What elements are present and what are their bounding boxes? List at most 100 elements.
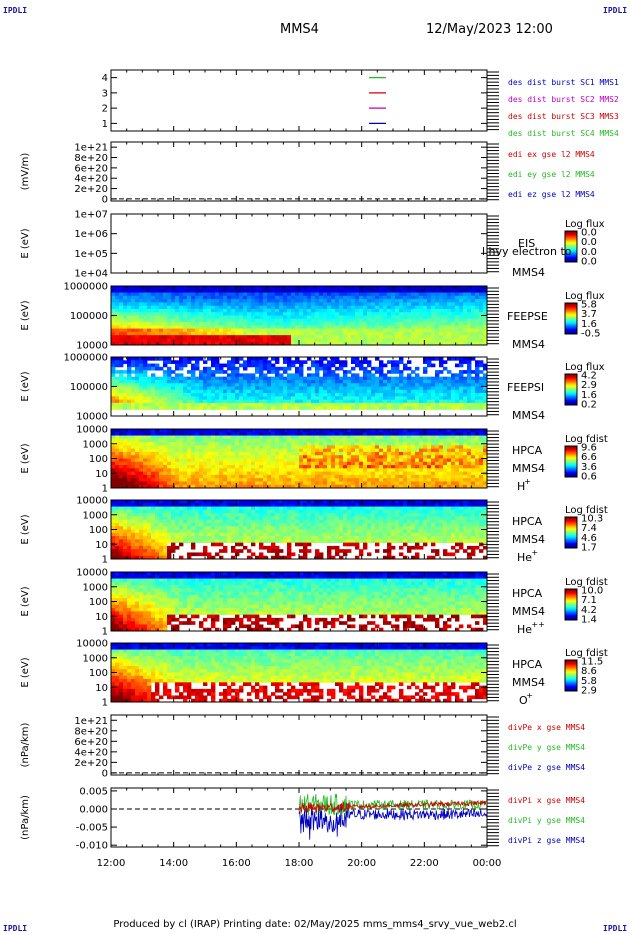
hpca_hepp-colorbar-cell <box>565 595 577 598</box>
hpca_h-ytick-label: 10000 <box>76 425 108 436</box>
feepsi-colorbar-cell <box>565 379 577 381</box>
eis-colorbar-cell <box>565 232 577 235</box>
hpca_h-colorbar-cell <box>565 447 577 450</box>
hpca_hepp-ytick-label: 10 <box>95 612 108 623</box>
hpca_hepp-colorbar-cell <box>565 610 577 613</box>
hpca_hepp-species-charge: ++ <box>531 620 544 629</box>
feepsi-colorbar-title: Log flux <box>565 362 605 373</box>
feepse-colorbar-cell <box>565 324 577 327</box>
hpca_h-colorbar-cell <box>565 473 577 475</box>
feepsi-colorbar-cell <box>565 377 577 380</box>
feepsi-colorbar-cell <box>565 394 577 397</box>
hpca_he-colorbar-cell <box>565 523 577 526</box>
x-axis-tick-label: 18:00 <box>285 858 314 869</box>
hpca_h-spacecraft-label: MMS4 <box>512 462 545 475</box>
feepse-colorbar-cell <box>565 321 577 323</box>
hpca_o-colorbar-cell <box>565 674 577 676</box>
hpca_he-ytick-label: 1 <box>102 555 108 566</box>
hpca_he-spacecraft-label: MMS4 <box>512 533 545 546</box>
eis-colorbar-cell <box>565 251 577 254</box>
burst-legend-entry: des dist burst SC1 MMS1 <box>508 78 619 87</box>
hpca_o-species-charge: + <box>526 691 533 700</box>
feepsi-colorbar-frame <box>564 373 578 406</box>
hpca_hepp-colorbar-cell <box>565 589 577 591</box>
hpca_o-colorbar-cell <box>565 687 577 689</box>
hpca_hepp-colorbar-cell <box>565 594 577 596</box>
hpca_hepp-heatmap-cells <box>111 572 488 632</box>
eis-colorbar-cell <box>565 254 577 257</box>
divpi-legend-entry: divPi x gse MMS4 <box>508 796 585 805</box>
feepse-colorbar-cell <box>565 317 577 319</box>
hpca_o-ytick-label: 10 <box>95 683 108 694</box>
hpca_he-colorbar-frame <box>564 516 578 549</box>
feepsi-heatmap-cells <box>111 357 488 410</box>
hpca_hepp-colorbar-title: Log fdist <box>565 577 608 588</box>
eis-colorbar-cell <box>565 243 577 246</box>
hpca_h-ytick-label: 100 <box>89 454 108 465</box>
hpca_hepp-colorbar-cell <box>565 601 577 604</box>
feepsi-colorbar-cell <box>565 399 577 402</box>
feepsi-colorbar-cell <box>565 376 577 379</box>
feepse-colorbar-cell <box>565 323 577 326</box>
hpca_o-colorbar-cell <box>565 684 577 687</box>
hpca_o-colorbar-cell <box>565 676 577 679</box>
hpca_h-colorbar-cell <box>565 474 577 477</box>
hpca_h-ytick-label: 10 <box>95 469 108 480</box>
feepsi-ytick-label: 100000 <box>70 382 108 393</box>
hpca_hepp-ytick-label: 10000 <box>76 568 108 579</box>
hpca_hepp-colorbar-cell <box>565 609 577 612</box>
feepse-colorbar-tick: 5.8 <box>581 300 597 311</box>
hpca_o-ytick-label: 1 <box>102 698 108 709</box>
feepse-colorbar-cell <box>565 331 577 334</box>
feepse-colorbar-cell <box>565 328 577 331</box>
hpca_h-ytick-label: 1000 <box>83 439 108 450</box>
eis-colorbar-tick: 0.0 <box>581 228 597 239</box>
hpca_he-ytick-label: 10 <box>95 540 108 551</box>
hpca_he-colorbar-cell <box>565 533 577 536</box>
hpca_o-colorbar-cell <box>565 680 577 683</box>
hpca_hepp-colorbar-cell <box>565 590 577 593</box>
divpi-series-x <box>298 799 488 814</box>
hpca_he-colorbar-cell <box>565 542 577 545</box>
eis-ylabel: E (eV) <box>20 228 31 258</box>
hpca_he-colorbar-cell <box>565 537 577 540</box>
hpca_he-ytick-label: 100 <box>89 525 108 536</box>
feepsi-colorbar-cell <box>565 388 577 390</box>
eis-colorbar-tick: 0.0 <box>581 237 597 248</box>
hpca_hepp-colorbar-cell <box>565 605 577 608</box>
hpca_o-colorbar-cell <box>565 663 577 666</box>
hpca_o-colorbar-cell <box>565 688 577 691</box>
feepsi-colorbar-cell <box>565 381 577 384</box>
eis-overlay-text: l hvy electron to <box>482 245 572 258</box>
divpi-frame <box>110 787 488 848</box>
eis-ytick-label: 1e+05 <box>74 249 108 260</box>
hpca_h-colorbar-tick: 0.6 <box>581 472 597 483</box>
x-axis-tick-label: 14:00 <box>159 858 188 869</box>
hpca_hepp-colorbar-cell <box>565 616 577 618</box>
feepse-colorbar-cell <box>565 310 577 313</box>
eis-colorbar-cell <box>565 258 577 260</box>
hpca_o-colorbar-cell <box>565 681 577 684</box>
hpca_o-colorbar-tick: 5.8 <box>581 676 597 687</box>
feepsi-ylabel: E (eV) <box>20 371 31 401</box>
hpca_h-species-charge: + <box>524 477 531 486</box>
burst-ytick-label: 2 <box>102 104 108 115</box>
hpca_hepp-colorbar-cell <box>565 596 577 599</box>
eis-spacecraft-label: MMS4 <box>512 266 545 279</box>
burst-legend-entry: des dist burst SC4 MMS4 <box>508 129 619 138</box>
divpe-ytick-label: 4e+20 <box>74 747 108 758</box>
hpca_o-ytick-label: 100 <box>89 668 108 679</box>
hpca_he-colorbar-cell <box>565 517 577 519</box>
divpi-legend-entry: divPi y gse MMS4 <box>508 816 585 825</box>
feepse-colorbar-cell <box>565 308 577 310</box>
corner-label-top-left: IPDLI <box>3 6 28 15</box>
divpe-ytick-label: 6e+20 <box>74 737 108 748</box>
eis-colorbar-cell <box>565 237 577 240</box>
hpca_he-colorbar-cell <box>565 536 577 539</box>
hpca_o-colorbar-cell <box>565 675 577 678</box>
feepse-colorbar-cell <box>565 313 577 316</box>
hpca_h-colorbar-cell <box>565 452 577 455</box>
divpe-ylabel: (nPa/km) <box>20 723 31 768</box>
hpca_o-colorbar-cell <box>565 670 577 673</box>
feepse-ylabel: E (eV) <box>20 300 31 330</box>
